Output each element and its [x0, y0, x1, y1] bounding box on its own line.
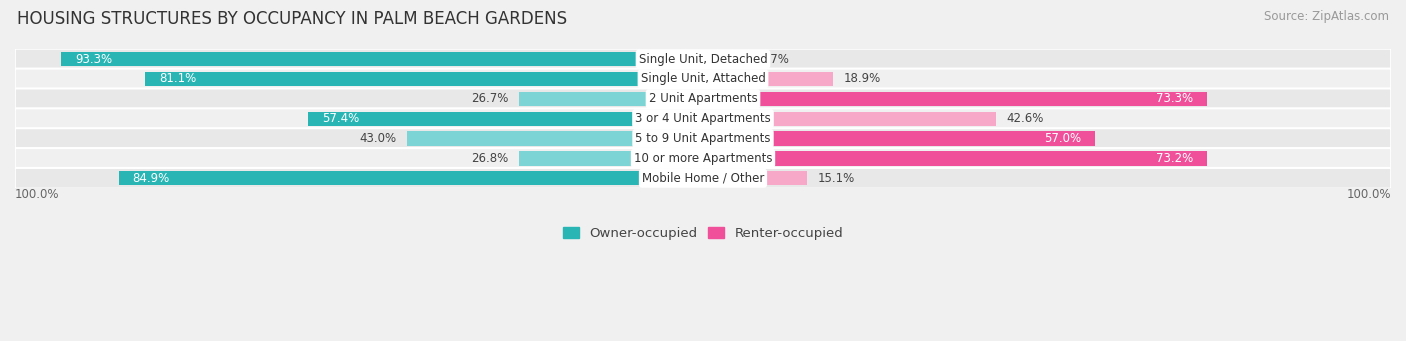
Text: 73.2%: 73.2%	[1156, 152, 1192, 165]
Bar	[519, 151, 703, 166]
Bar	[703, 72, 832, 86]
Bar	[145, 72, 703, 86]
Text: 100.0%: 100.0%	[15, 188, 59, 201]
Text: Mobile Home / Other: Mobile Home / Other	[641, 172, 765, 185]
Bar	[703, 151, 1206, 166]
Legend: Owner-occupied, Renter-occupied: Owner-occupied, Renter-occupied	[562, 227, 844, 240]
Bar	[703, 131, 1095, 146]
Text: 43.0%: 43.0%	[360, 132, 396, 145]
FancyBboxPatch shape	[15, 108, 1391, 129]
Text: 3 or 4 Unit Apartments: 3 or 4 Unit Apartments	[636, 112, 770, 125]
Bar	[703, 52, 749, 66]
Text: Single Unit, Attached: Single Unit, Attached	[641, 72, 765, 85]
Bar	[120, 171, 703, 186]
Bar	[703, 171, 807, 186]
Text: 26.8%: 26.8%	[471, 152, 509, 165]
Text: 100.0%: 100.0%	[1347, 188, 1391, 201]
Bar	[703, 112, 995, 126]
FancyBboxPatch shape	[15, 69, 1391, 89]
Text: 18.9%: 18.9%	[844, 72, 880, 85]
Text: Source: ZipAtlas.com: Source: ZipAtlas.com	[1264, 10, 1389, 23]
FancyBboxPatch shape	[15, 128, 1391, 149]
Text: 10 or more Apartments: 10 or more Apartments	[634, 152, 772, 165]
Text: 57.4%: 57.4%	[322, 112, 359, 125]
Text: 26.7%: 26.7%	[471, 92, 509, 105]
Text: 6.7%: 6.7%	[759, 53, 789, 65]
Text: HOUSING STRUCTURES BY OCCUPANCY IN PALM BEACH GARDENS: HOUSING STRUCTURES BY OCCUPANCY IN PALM …	[17, 10, 567, 28]
Text: 57.0%: 57.0%	[1045, 132, 1081, 145]
Text: Single Unit, Detached: Single Unit, Detached	[638, 53, 768, 65]
Bar	[60, 52, 703, 66]
Bar	[308, 112, 703, 126]
Bar	[703, 92, 1208, 106]
FancyBboxPatch shape	[15, 168, 1391, 189]
Text: 5 to 9 Unit Apartments: 5 to 9 Unit Apartments	[636, 132, 770, 145]
FancyBboxPatch shape	[15, 148, 1391, 169]
Text: 84.9%: 84.9%	[132, 172, 170, 185]
Bar	[408, 131, 703, 146]
FancyBboxPatch shape	[15, 88, 1391, 109]
FancyBboxPatch shape	[15, 49, 1391, 69]
Text: 2 Unit Apartments: 2 Unit Apartments	[648, 92, 758, 105]
Text: 81.1%: 81.1%	[159, 72, 195, 85]
Text: 42.6%: 42.6%	[1007, 112, 1043, 125]
Text: 93.3%: 93.3%	[75, 53, 112, 65]
Text: 73.3%: 73.3%	[1156, 92, 1194, 105]
Text: 15.1%: 15.1%	[817, 172, 855, 185]
Bar	[519, 92, 703, 106]
